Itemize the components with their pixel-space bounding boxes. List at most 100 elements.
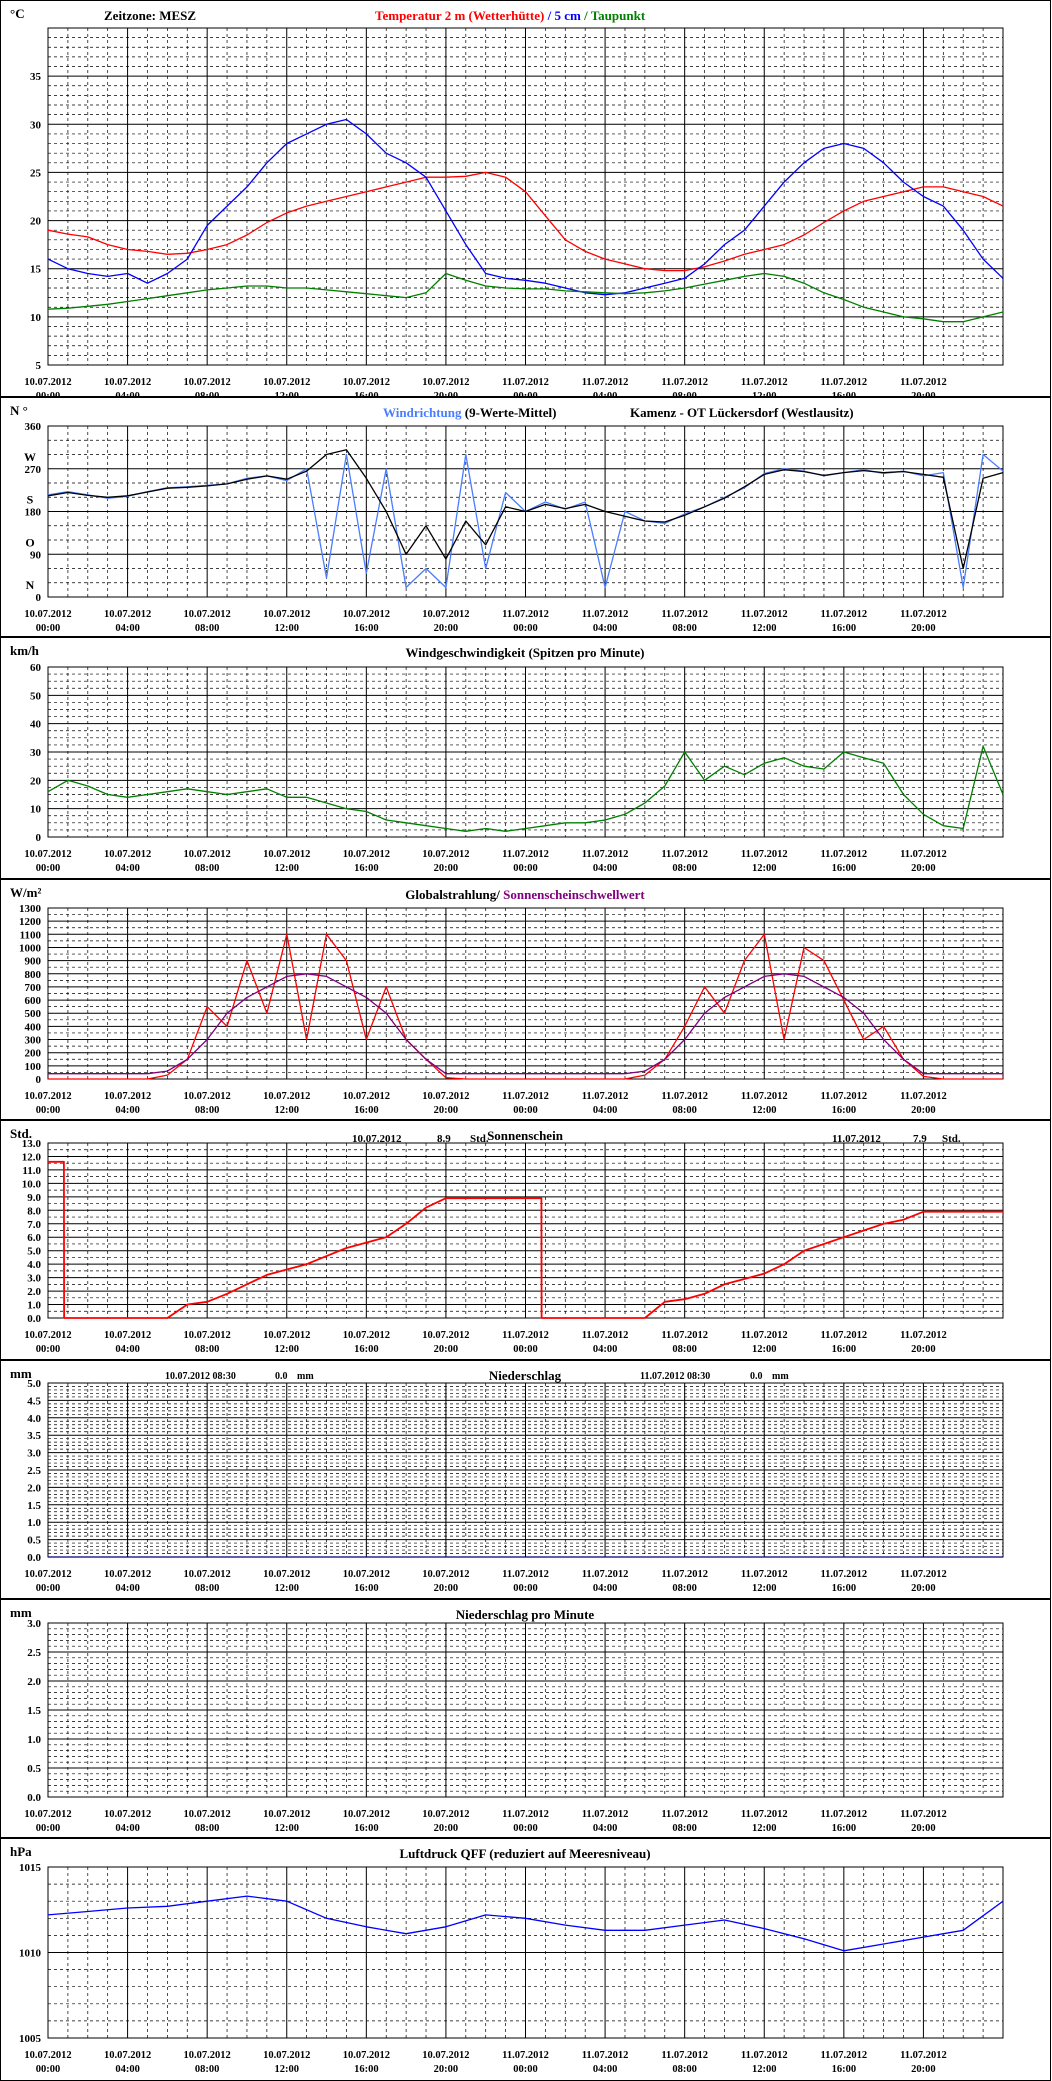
y-tick-label: 0.0 bbox=[27, 1792, 41, 1804]
x-tick-date: 10.07.2012 bbox=[184, 1330, 231, 1341]
series-line bbox=[48, 933, 1003, 1080]
x-tick-time: 08:00 bbox=[195, 1823, 220, 1834]
x-tick-time: 20:00 bbox=[911, 1105, 936, 1116]
chart-title: Windgeschwindigkeit (Spitzen pro Minute) bbox=[406, 645, 645, 660]
series-line bbox=[48, 973, 1003, 1075]
x-tick-date: 10.07.2012 bbox=[422, 2050, 469, 2061]
x-tick-time: 04:00 bbox=[593, 1583, 618, 1594]
x-tick-time: 00:00 bbox=[513, 1823, 538, 1834]
y-tick-label: 4.0 bbox=[27, 1259, 41, 1271]
y-tick-label: 2.0 bbox=[27, 1482, 41, 1494]
y-tick-label: 10 bbox=[30, 312, 42, 324]
y-tick-label: 4.0 bbox=[27, 1413, 41, 1425]
x-tick-date: 10.07.2012 bbox=[24, 609, 71, 620]
x-tick-time: 08:00 bbox=[672, 1823, 697, 1834]
x-tick-time: 00:00 bbox=[36, 623, 61, 634]
x-tick-date: 10.07.2012 bbox=[104, 1569, 151, 1580]
x-tick-time: 16:00 bbox=[354, 391, 379, 402]
series-line bbox=[47, 745, 1004, 832]
y-tick-label: 5.0 bbox=[27, 1246, 41, 1258]
x-tick-date: 11.07.2012 bbox=[502, 377, 549, 388]
x-tick-time: 04:00 bbox=[115, 2064, 140, 2075]
x-tick-time: 16:00 bbox=[832, 1344, 857, 1355]
x-tick-time: 08:00 bbox=[195, 1344, 220, 1355]
x-tick-time: 08:00 bbox=[672, 863, 697, 874]
annotation-unit: mm bbox=[772, 1371, 789, 1382]
x-tick-date: 11.07.2012 bbox=[900, 849, 947, 860]
series-line bbox=[47, 171, 1004, 272]
x-tick-time: 12:00 bbox=[752, 863, 777, 874]
y-tick-label: 1010 bbox=[19, 1948, 42, 1960]
x-tick-time: 04:00 bbox=[593, 623, 618, 634]
y-tick-label: 1.0 bbox=[27, 1734, 41, 1746]
title-part: Luftdruck QFF (reduziert auf Meeresnivea… bbox=[399, 1846, 650, 1861]
x-tick-date: 11.07.2012 bbox=[661, 1569, 708, 1580]
x-tick-time: 16:00 bbox=[354, 2064, 379, 2075]
title-part: Globalstrahlung/ bbox=[405, 887, 500, 902]
x-tick-time: 20:00 bbox=[911, 863, 936, 874]
x-tick-date: 10.07.2012 bbox=[422, 1809, 469, 1820]
x-tick-date: 10.07.2012 bbox=[343, 1809, 390, 1820]
y-tick-label: 270 bbox=[25, 464, 42, 476]
x-tick-time: 16:00 bbox=[354, 863, 379, 874]
x-tick-time: 16:00 bbox=[354, 1823, 379, 1834]
x-tick-time: 08:00 bbox=[195, 1583, 220, 1594]
x-tick-date: 10.07.2012 bbox=[422, 1091, 469, 1102]
chart-title: Sonnenschein bbox=[487, 1128, 564, 1143]
y-tick-label: 15 bbox=[30, 264, 42, 276]
y-tick-label: 7.0 bbox=[27, 1219, 41, 1231]
unit-label: km/h bbox=[10, 643, 40, 658]
x-tick-date: 10.07.2012 bbox=[104, 849, 151, 860]
chart-precip_minute: 0.0 0.5 1.0 1.5 2.0 2.5 3.0mm Niederschlag pro … bbox=[0, 1599, 1051, 1838]
x-tick-date: 10.07.2012 bbox=[104, 609, 151, 620]
y-direction-letter: N bbox=[26, 578, 35, 592]
x-tick-date: 10.07.2012 bbox=[24, 2050, 71, 2061]
y-direction-letter: S bbox=[27, 493, 34, 507]
x-tick-date: 11.07.2012 bbox=[741, 849, 788, 860]
y-tick-label: 360 bbox=[25, 421, 42, 433]
x-tick-date: 11.07.2012 bbox=[820, 609, 867, 620]
y-tick-label: 2.0 bbox=[27, 1286, 41, 1298]
x-tick-time: 00:00 bbox=[513, 1583, 538, 1594]
x-tick-time: 20:00 bbox=[434, 1583, 459, 1594]
title-part: (9-Werte-Mittel) bbox=[462, 405, 557, 420]
x-tick-date: 10.07.2012 bbox=[343, 2050, 390, 2061]
x-tick-time: 12:00 bbox=[275, 1105, 300, 1116]
x-tick-date: 11.07.2012 bbox=[820, 849, 867, 860]
chart-title: Windrichtung (9-Werte-Mittel) bbox=[383, 405, 556, 420]
x-tick-date: 11.07.2012 bbox=[502, 1091, 549, 1102]
x-tick-time: 00:00 bbox=[36, 863, 61, 874]
annotation-date: 10.07.2012 bbox=[352, 1133, 402, 1145]
x-tick-date: 11.07.2012 bbox=[661, 2050, 708, 2061]
annotation-value: 0.0 bbox=[275, 1371, 288, 1382]
x-tick-date: 11.07.2012 bbox=[502, 609, 549, 620]
chart-winddirection: 0 90 180 270 360 N O S W N ° Windrichtung (9-Werte… bbox=[0, 397, 1051, 637]
x-tick-time: 04:00 bbox=[593, 391, 618, 402]
timezone-label: Zeitzone: MESZ bbox=[104, 8, 196, 23]
x-tick-time: 12:00 bbox=[752, 2064, 777, 2075]
x-tick-date: 11.07.2012 bbox=[661, 849, 708, 860]
x-tick-time: 00:00 bbox=[36, 1344, 61, 1355]
y-tick-label: 800 bbox=[25, 969, 42, 981]
x-tick-time: 04:00 bbox=[593, 1105, 618, 1116]
x-tick-time: 20:00 bbox=[911, 2064, 936, 2075]
x-tick-time: 16:00 bbox=[832, 1105, 857, 1116]
x-tick-time: 20:00 bbox=[434, 623, 459, 634]
x-tick-time: 00:00 bbox=[513, 1344, 538, 1355]
x-tick-time: 08:00 bbox=[672, 1583, 697, 1594]
x-tick-time: 00:00 bbox=[513, 623, 538, 634]
y-tick-label: 60 bbox=[30, 662, 42, 674]
y-tick-label: 200 bbox=[25, 1048, 42, 1060]
y-tick-label: 6.0 bbox=[27, 1232, 41, 1244]
series-line bbox=[47, 1895, 1004, 1952]
chart-title: Globalstrahlung/ Sonnenscheinschwellwert bbox=[405, 887, 645, 902]
x-tick-date: 10.07.2012 bbox=[263, 609, 310, 620]
x-tick-date: 11.07.2012 bbox=[820, 2050, 867, 2061]
x-tick-date: 11.07.2012 bbox=[900, 377, 947, 388]
x-tick-time: 12:00 bbox=[275, 1823, 300, 1834]
x-tick-time: 20:00 bbox=[434, 1105, 459, 1116]
chart-title: Luftdruck QFF (reduziert auf Meeresnivea… bbox=[399, 1846, 650, 1861]
y-tick-label: 4.5 bbox=[27, 1395, 41, 1407]
x-tick-date: 10.07.2012 bbox=[104, 2050, 151, 2061]
x-tick-date: 10.07.2012 bbox=[422, 1330, 469, 1341]
